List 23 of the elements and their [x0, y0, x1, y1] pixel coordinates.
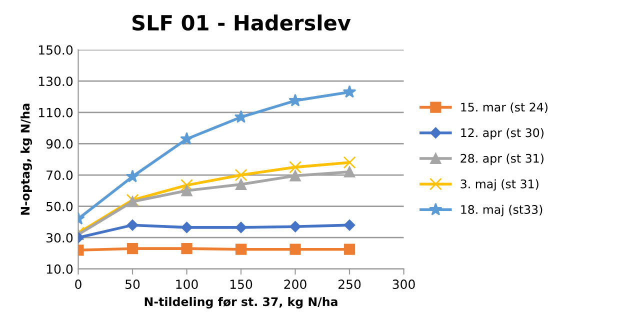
- x-tick-label: 150: [230, 280, 252, 290]
- x-tick-label: 100: [176, 280, 198, 290]
- legend-label: 15. mar (st 24): [461, 102, 548, 113]
- y-tick-label: 130.0: [38, 76, 73, 86]
- y-tick-label: 10.0: [46, 264, 73, 274]
- legend-label: 12. apr (st 30): [461, 128, 544, 140]
- y-tick-label: 30.0: [46, 233, 73, 243]
- y-tick-label: 90.0: [46, 139, 73, 149]
- x-axis-title: N-tildeling før st. 37, kg N/ha: [144, 296, 338, 309]
- legend-label: 18. maj (st33): [461, 204, 542, 216]
- x-tick-label: 0: [75, 280, 82, 290]
- x-tick-label: 250: [338, 280, 361, 290]
- y-tick-label: 110.0: [38, 108, 73, 118]
- y-tick-label: 70.0: [46, 170, 73, 180]
- legend-label: 3. maj (st 31): [460, 179, 538, 191]
- y-tick-label: 50.0: [46, 202, 73, 212]
- y-axis-title: N-optag, kg N/ha: [20, 104, 32, 215]
- x-tick-label: 50: [126, 280, 140, 290]
- x-tick-label: 200: [284, 280, 306, 290]
- legend-label: 28. apr (st 31): [460, 154, 544, 166]
- chart-title: SLF 01 - Haderslev: [132, 14, 351, 31]
- x-tick-label: 300: [392, 280, 415, 290]
- y-tick-label: 150.0: [38, 45, 73, 55]
